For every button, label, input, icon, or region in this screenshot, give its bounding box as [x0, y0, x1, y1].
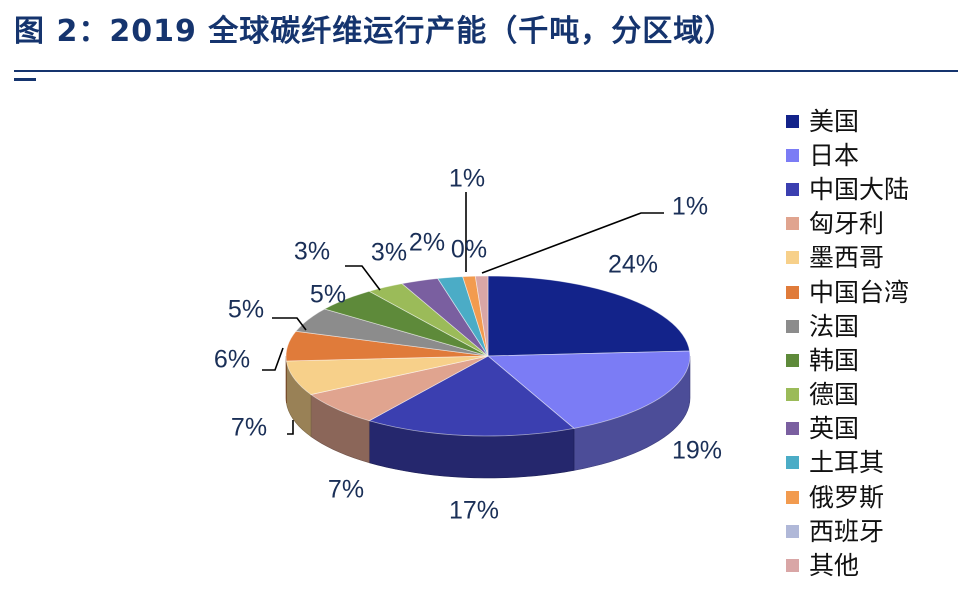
legend-label: 匈牙利: [809, 209, 885, 239]
legend-label: 法国: [809, 311, 860, 341]
legend-label: 俄罗斯: [809, 482, 885, 512]
legend-swatch: [786, 353, 799, 367]
pie-slice-其他: [474, 275, 489, 357]
legend-label: 其他: [809, 551, 860, 581]
chart-title: 图 2：2019 全球碳纤维运行产能（千吨，分区域）: [14, 14, 736, 49]
legend-swatch: [786, 217, 799, 231]
legend-item: 中国大陆: [786, 172, 909, 206]
legend-label: 韩国: [809, 345, 860, 375]
legend-swatch: [786, 285, 799, 299]
legend: 美国日本中国大陆匈牙利墨西哥中国台湾法国韩国德国英国土耳其俄罗斯西班牙其他: [786, 104, 909, 583]
legend-label: 中国台湾: [809, 277, 910, 307]
legend-item: 韩国: [786, 343, 909, 377]
pie-slice-中国大陆: [368, 355, 575, 437]
legend-item: 日本: [786, 138, 909, 172]
pie-slice-中国台湾: [285, 330, 489, 362]
legend-item: 其他: [786, 548, 909, 582]
leader-line-墨西哥: [287, 420, 294, 435]
pie-slice-韩国: [323, 290, 489, 357]
legend-swatch: [786, 559, 799, 573]
legend-item: 俄罗斯: [786, 480, 909, 514]
legend-swatch: [786, 182, 799, 196]
data-label-匈牙利: 7%: [328, 476, 364, 504]
title-accent-mark: [14, 78, 36, 81]
legend-item: 中国台湾: [786, 275, 909, 309]
legend-swatch: [786, 456, 799, 470]
legend-item: 美国: [786, 104, 909, 138]
legend-swatch: [786, 524, 799, 538]
data-label-土耳其: 2%: [409, 229, 445, 257]
legend-swatch: [786, 114, 799, 128]
pie-slice-美国: [487, 275, 691, 357]
legend-swatch: [786, 422, 799, 436]
legend-label: 土耳其: [809, 448, 885, 478]
legend-label: 日本: [809, 140, 860, 170]
legend-label: 墨西哥: [809, 243, 885, 273]
leader-line-法国: [272, 317, 307, 331]
legend-label: 英国: [809, 414, 860, 444]
legend-label: 中国大陆: [809, 174, 910, 204]
data-label-法国: 5%: [228, 296, 264, 324]
pie-slice-墨西哥: [285, 355, 489, 395]
pie-slice-法国: [295, 308, 489, 357]
legend-item: 墨西哥: [786, 241, 909, 275]
legend-item: 英国: [786, 412, 909, 446]
data-label-美国: 24%: [608, 251, 658, 279]
data-label-中国大陆: 17%: [449, 497, 499, 525]
legend-label: 德国: [809, 380, 860, 410]
data-label-韩国: 5%: [310, 281, 346, 309]
pie-slice-匈牙利: [309, 355, 489, 422]
pie-top-faces: [285, 275, 691, 437]
legend-item: 西班牙: [786, 514, 909, 548]
legend-label: 西班牙: [809, 516, 885, 546]
legend-swatch: [786, 251, 799, 265]
leader-lines: [262, 192, 664, 435]
data-label-英国: 3%: [294, 238, 330, 266]
legend-item: 德国: [786, 378, 909, 412]
data-label-俄罗斯: 1%: [449, 165, 485, 193]
legend-item: 法国: [786, 309, 909, 343]
data-label-其他: 1%: [672, 193, 708, 221]
legend-item: 匈牙利: [786, 207, 909, 241]
data-label-中国台湾: 6%: [214, 346, 250, 374]
legend-label: 美国: [809, 106, 860, 136]
title-divider: [14, 70, 958, 72]
legend-swatch: [786, 319, 799, 333]
data-label-日本: 19%: [672, 437, 722, 465]
data-label-德国: 3%: [371, 239, 407, 267]
leader-line-其他: [481, 212, 664, 274]
data-label-墨西哥: 7%: [231, 414, 267, 442]
leader-line-韩国: [345, 265, 381, 291]
legend-swatch: [786, 148, 799, 162]
leader-line-中国台湾: [262, 347, 284, 371]
data-labels: 24%19%17%7%7%6%5%5%3%3% 2%1%0%1%: [214, 165, 722, 525]
pie-slice-日本: [486, 350, 691, 429]
legend-swatch: [786, 490, 799, 504]
legend-item: 土耳其: [786, 446, 909, 480]
data-label-西班牙: 0%: [451, 236, 487, 264]
legend-swatch: [786, 388, 799, 402]
